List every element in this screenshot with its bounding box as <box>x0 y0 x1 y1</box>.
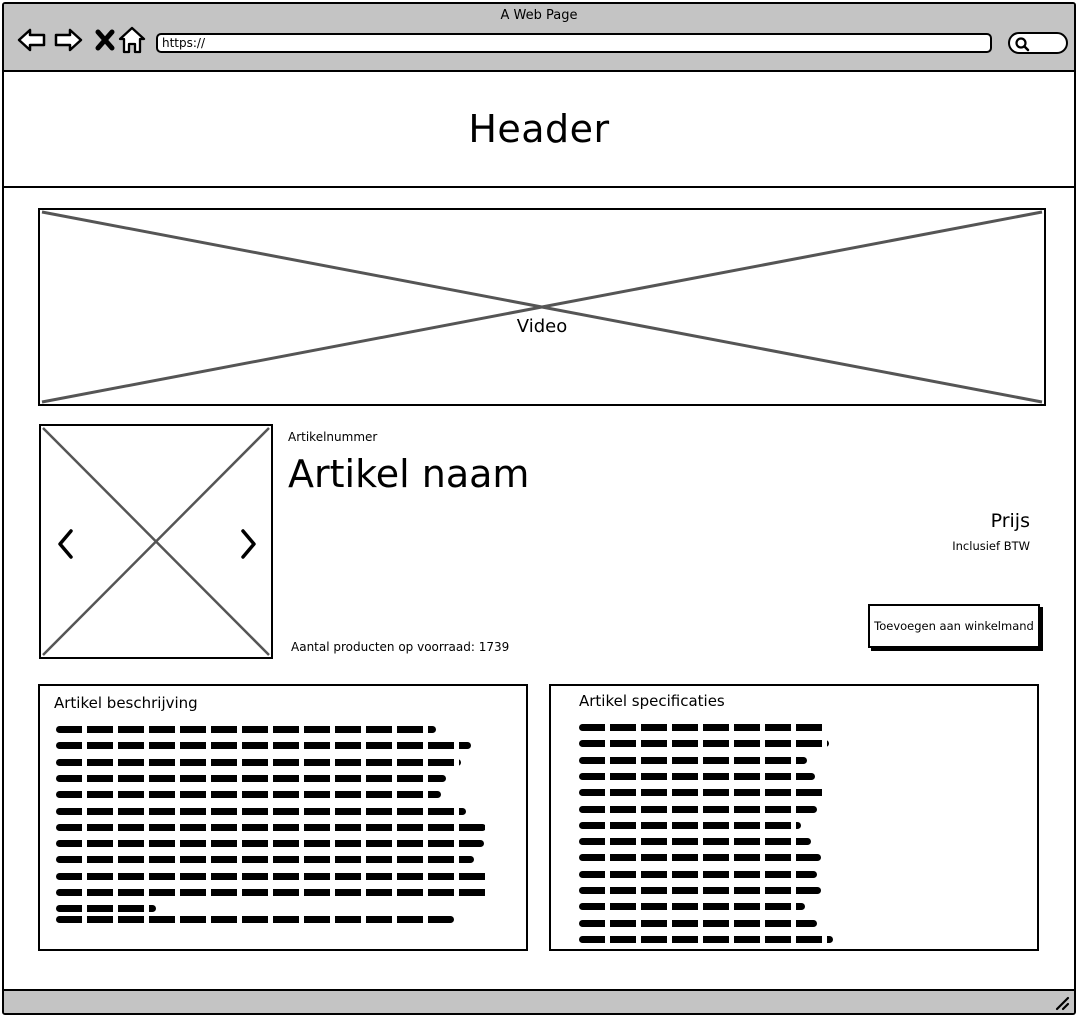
search-field[interactable] <box>1008 32 1068 54</box>
price-vat-note: Inclusief BTW <box>952 539 1030 553</box>
placeholder-text-line <box>579 919 817 927</box>
url-input[interactable]: https:// <box>156 33 992 53</box>
placeholder-text-line <box>56 774 446 782</box>
placeholder-text-line <box>56 840 484 848</box>
placeholder-text-line <box>579 838 811 846</box>
placeholder-text-line <box>579 870 817 878</box>
placeholder-text-line <box>56 905 156 913</box>
video-placeholder-cross <box>41 210 1043 404</box>
search-icon <box>1015 37 1030 52</box>
placeholder-text-line <box>56 823 486 831</box>
placeholder-text-line <box>56 856 474 864</box>
placeholder-text-line <box>56 758 461 766</box>
placeholder-text-line <box>56 916 454 923</box>
placeholder-text-line <box>579 789 827 797</box>
placeholder-text-line <box>56 872 488 880</box>
placeholder-text-line <box>579 756 807 764</box>
resize-grip-icon[interactable] <box>1054 995 1070 1011</box>
add-to-cart-button[interactable]: Toevoegen aan winkelmand <box>868 604 1040 648</box>
chevron-right-icon[interactable] <box>233 526 263 562</box>
back-arrow-icon[interactable] <box>16 24 48 56</box>
image-placeholder-cross <box>42 427 270 656</box>
price: Prijs <box>990 510 1030 532</box>
description-title: Artikel beschrijving <box>54 694 198 712</box>
placeholder-text-line <box>56 742 471 750</box>
placeholder-text-line <box>56 807 466 815</box>
placeholder-text-line <box>579 821 801 829</box>
article-number: Artikelnummer <box>288 430 378 444</box>
placeholder-text-line <box>579 805 817 813</box>
placeholder-text-line <box>56 726 436 733</box>
specifications-title: Artikel specificaties <box>579 692 725 710</box>
status-bar <box>4 989 1074 1013</box>
window-title: A Web Page <box>500 8 578 23</box>
placeholder-text-line <box>579 724 825 731</box>
placeholder-text-line <box>579 903 805 911</box>
placeholder-text-line <box>579 887 821 894</box>
placeholder-text-line <box>579 740 829 748</box>
home-icon[interactable] <box>116 24 148 56</box>
placeholder-text-line <box>56 889 488 896</box>
placeholder-text-line <box>579 772 815 780</box>
browser-toolbar: A Web Page https:// <box>4 4 1074 72</box>
forward-arrow-icon[interactable] <box>52 24 84 56</box>
page-header: Header <box>4 72 1074 188</box>
article-name: Artikel naam <box>288 452 530 496</box>
description-panel: Artikel beschrijving <box>38 684 528 951</box>
specifications-panel: Artikel specificaties <box>549 684 1039 951</box>
placeholder-text-line <box>56 791 441 799</box>
video-placeholder[interactable]: Video <box>38 208 1046 406</box>
stop-close-icon[interactable] <box>90 24 122 56</box>
header-title: Header <box>468 107 610 151</box>
placeholder-text-line <box>579 854 821 862</box>
chevron-left-icon[interactable] <box>51 526 81 562</box>
product-image-carousel <box>39 424 273 659</box>
video-label: Video <box>516 316 568 337</box>
placeholder-text-line <box>579 935 833 943</box>
stock-count: Aantal producten op voorraad: 1739 <box>291 640 510 654</box>
